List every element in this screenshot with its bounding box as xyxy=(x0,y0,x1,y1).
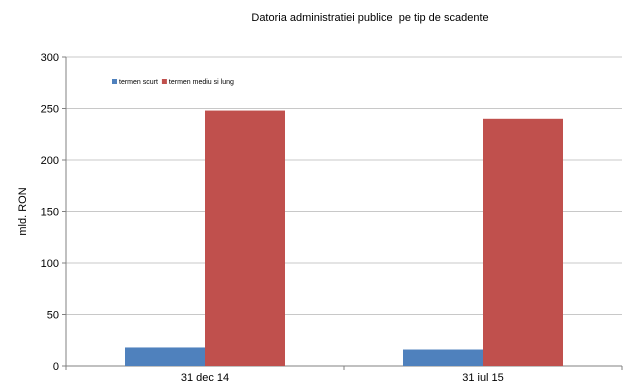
bar-termen-mediu-si-lung-1 xyxy=(483,118,563,366)
legend-swatch xyxy=(161,79,167,84)
bar-termen-scurt-0 xyxy=(125,347,205,366)
chart-title: Datoria administratiei publice pe tip de… xyxy=(251,12,489,24)
y-tick-label: 0 xyxy=(53,361,59,373)
x-tick-label: 31 dec 14 xyxy=(181,372,229,384)
x-tick-label: 31 iul 15 xyxy=(462,372,504,384)
legend-swatch xyxy=(112,79,117,84)
y-tick-label: 300 xyxy=(41,52,59,64)
y-axis-label: mld. RON xyxy=(17,187,29,235)
y-tick-label: 200 xyxy=(41,155,59,167)
bar-termen-scurt-1 xyxy=(403,349,483,366)
legend-label: termen scurt xyxy=(119,79,158,86)
bar-termen-mediu-si-lung-0 xyxy=(205,110,285,366)
y-tick-label: 100 xyxy=(41,258,59,270)
legend-label: termen mediu si lung xyxy=(169,79,234,86)
y-tick-label: 150 xyxy=(41,207,59,219)
y-tick-label: 50 xyxy=(47,310,59,322)
y-tick-label: 250 xyxy=(41,104,59,116)
